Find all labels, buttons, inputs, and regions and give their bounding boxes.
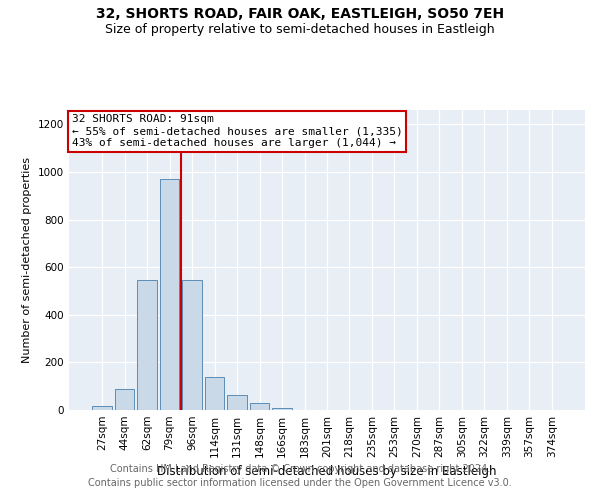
Bar [182, 280, 202, 410]
Bar [115, 388, 134, 410]
Bar [92, 406, 112, 410]
Bar [137, 280, 157, 410]
Text: 32 SHORTS ROAD: 91sqm
← 55% of semi-detached houses are smaller (1,335)
43% of s: 32 SHORTS ROAD: 91sqm ← 55% of semi-deta… [71, 114, 403, 148]
Text: 32, SHORTS ROAD, FAIR OAK, EASTLEIGH, SO50 7EH: 32, SHORTS ROAD, FAIR OAK, EASTLEIGH, SO… [96, 8, 504, 22]
Y-axis label: Number of semi-detached properties: Number of semi-detached properties [22, 157, 32, 363]
Text: Contains HM Land Registry data © Crown copyright and database right 2024.
Contai: Contains HM Land Registry data © Crown c… [88, 464, 512, 487]
Bar [205, 376, 224, 410]
Text: Size of property relative to semi-detached houses in Eastleigh: Size of property relative to semi-detach… [105, 22, 495, 36]
Bar [272, 408, 292, 410]
Bar [227, 394, 247, 410]
Bar [160, 179, 179, 410]
X-axis label: Distribution of semi-detached houses by size in Eastleigh: Distribution of semi-detached houses by … [157, 466, 497, 478]
Bar [250, 403, 269, 410]
